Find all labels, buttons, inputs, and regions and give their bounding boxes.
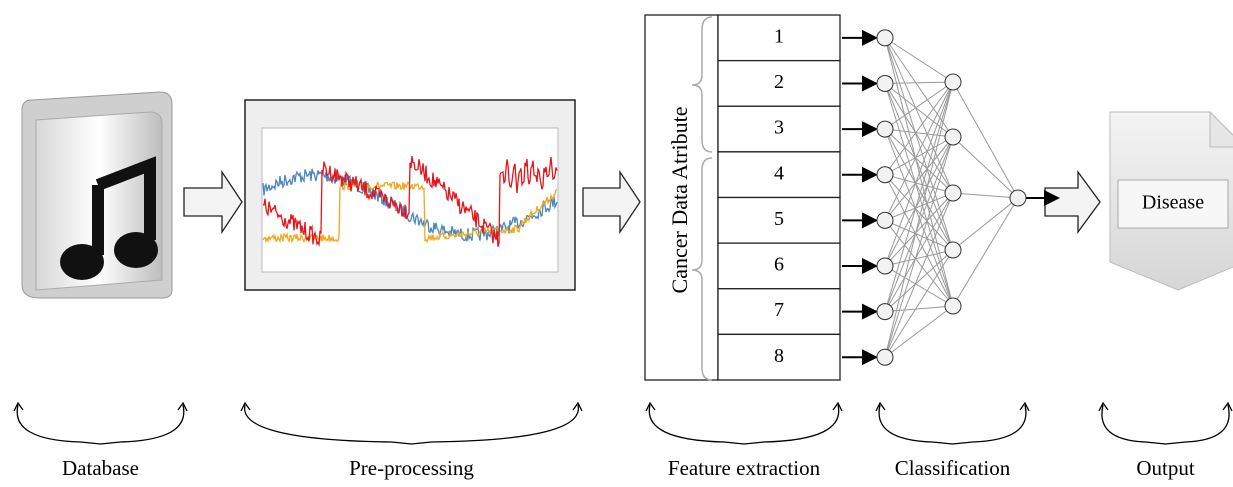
- input-node: [876, 120, 894, 138]
- stage-bracket: [648, 404, 840, 445]
- bracket-tip: [240, 401, 583, 412]
- edge: [884, 136, 954, 176]
- edge: [884, 81, 954, 175]
- edge: [884, 136, 954, 312]
- input-node: [876, 257, 894, 275]
- feature-row: [717, 151, 841, 199]
- bracket-tip: [13, 401, 188, 412]
- edge: [884, 37, 954, 307]
- braces: [691, 16, 713, 381]
- edge: [884, 305, 954, 358]
- feature-number: 5: [774, 208, 784, 230]
- neural-network: [876, 29, 1060, 366]
- bracket-tip: [1098, 401, 1233, 412]
- attribute-box: [644, 14, 719, 381]
- hidden-node: [944, 297, 962, 315]
- edge: [884, 136, 954, 267]
- stage-label: Feature extraction: [668, 456, 821, 480]
- edge: [952, 192, 1019, 199]
- edge: [884, 81, 954, 84]
- stage-label: Pre-processing: [349, 456, 474, 480]
- stage-bracket: [16, 404, 185, 445]
- edge: [884, 192, 954, 221]
- feature-number: 1: [774, 25, 784, 47]
- edge: [884, 174, 954, 251]
- edge: [884, 136, 954, 221]
- edge: [884, 192, 954, 267]
- output-label: Disease: [1142, 192, 1204, 214]
- input-node: [876, 303, 894, 321]
- edge: [884, 249, 954, 358]
- stage-bracket: [878, 404, 1027, 445]
- hidden-node: [944, 73, 962, 91]
- feature-row: [717, 333, 841, 381]
- database-icon: [21, 91, 173, 299]
- input-node: [876, 166, 894, 184]
- stage-bracket: [244, 404, 579, 445]
- edge: [884, 81, 954, 312]
- edge: [884, 136, 954, 358]
- feature-number: 2: [774, 71, 784, 93]
- feature-rows: 1 2 3 4 5 6 7 8: [717, 14, 878, 381]
- edge: [884, 81, 954, 267]
- edge: [884, 174, 954, 194]
- signal-plot: [261, 127, 559, 273]
- feature-number: 6: [774, 254, 784, 276]
- output-label-box: [1117, 179, 1229, 229]
- feature-row: [717, 59, 841, 107]
- edge: [952, 136, 1019, 199]
- feature-row: [717, 14, 841, 62]
- stage-labels: Database Pre-processing Feature extraction…: [13, 401, 1233, 480]
- input-node: [876, 211, 894, 229]
- edge: [884, 249, 954, 267]
- feature-row: [717, 105, 841, 153]
- stage-label: Output: [1136, 456, 1195, 480]
- feature-number: 4: [774, 162, 784, 184]
- edge: [884, 83, 954, 307]
- edge: [884, 81, 954, 358]
- edge: [884, 128, 954, 194]
- block-arrows: [183, 169, 1101, 235]
- edge: [952, 81, 1019, 199]
- edge: [884, 128, 954, 138]
- stage-label: Classification: [895, 456, 1011, 480]
- edge: [884, 305, 954, 313]
- edge: [884, 81, 954, 130]
- feature-number: 3: [774, 117, 784, 139]
- edge: [884, 37, 954, 83]
- hidden-node: [944, 184, 962, 202]
- edge: [884, 249, 954, 312]
- hidden-node: [944, 241, 962, 259]
- input-node: [876, 348, 894, 366]
- output-node: [1009, 189, 1027, 207]
- hidden-node: [944, 128, 962, 146]
- bracket-tip: [645, 401, 843, 412]
- signal-trace: [262, 155, 558, 247]
- edge: [884, 81, 954, 221]
- edge: [952, 197, 1019, 307]
- feature-number: 8: [774, 345, 784, 367]
- output-document: Disease: [1109, 110, 1233, 291]
- edge: [884, 128, 954, 251]
- edge: [884, 37, 954, 251]
- edge: [884, 219, 954, 251]
- feature-number: 7: [774, 299, 784, 321]
- edge: [952, 197, 1019, 251]
- edge: [884, 192, 954, 358]
- stage-label: Database: [62, 456, 139, 480]
- input-node: [876, 74, 894, 92]
- edge: [884, 192, 954, 312]
- bracket-tip: [875, 401, 1030, 412]
- stage-bracket: [1101, 404, 1230, 445]
- feature-row: [717, 288, 841, 336]
- edge: [884, 83, 954, 251]
- input-node: [876, 29, 894, 47]
- signals: [262, 155, 558, 247]
- signal-trace: [262, 168, 558, 242]
- attribute-title: Cancer Data Atribute: [667, 107, 692, 294]
